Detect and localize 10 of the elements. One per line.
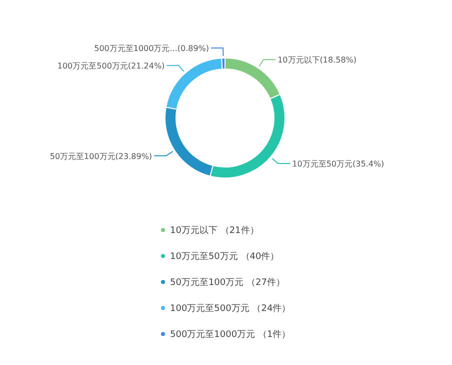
data-label: 10万元以下(18.58%) xyxy=(278,56,357,65)
data-label: 100万元至500万元(21.24%) xyxy=(57,62,165,71)
data-label: 500万元至1000万元...(0.89%) xyxy=(94,44,210,54)
legend-label: 500万元至1000万元 （1件） xyxy=(170,329,291,340)
legend-label: 50万元至100万元 （27件） xyxy=(170,277,285,288)
legend-label: 10万元以下 （21件） xyxy=(170,225,259,236)
legend-label: 100万元至500万元 （24件） xyxy=(170,303,291,314)
data-label: 10万元至50万元(35.4%) xyxy=(292,160,384,169)
legend-label: 10万元至50万元 （40件） xyxy=(170,251,280,262)
data-label: 50万元至100万元(23.89%) xyxy=(50,152,152,161)
